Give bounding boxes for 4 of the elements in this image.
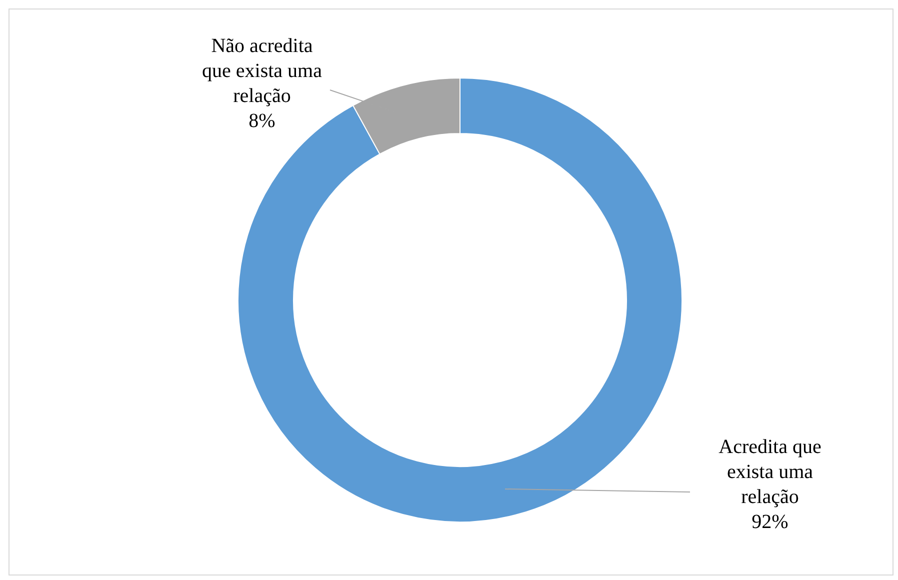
slice-label: Não acredita que exista uma relação — [202, 35, 322, 107]
data-label: 8% — [248, 110, 276, 132]
slice-label: Acredita que exista uma relação — [718, 436, 822, 508]
data-label: 92% — [752, 511, 788, 533]
